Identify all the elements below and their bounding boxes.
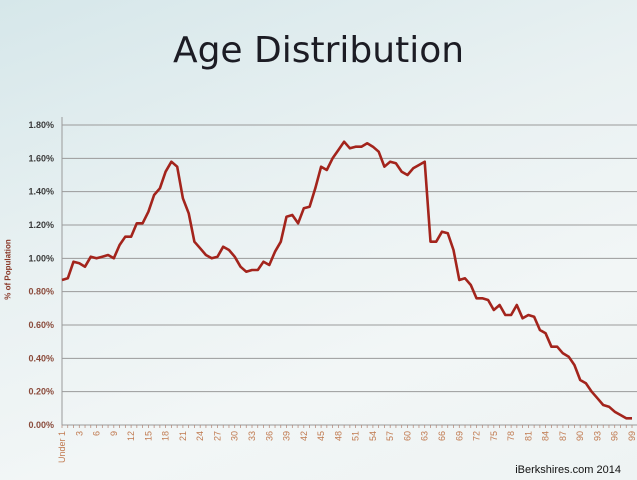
x-tick-label: 75	[489, 431, 499, 441]
x-tick-label: 24	[195, 431, 205, 441]
x-tick-label: 72	[472, 431, 482, 441]
x-tick-label: 42	[299, 431, 309, 441]
x-tick-label: 36	[264, 431, 274, 441]
y-tick-label: 0.60%	[28, 320, 54, 330]
y-tick-label: 1.40%	[28, 187, 54, 197]
x-tick-label: 66	[437, 431, 447, 441]
y-tick-label: 1.60%	[28, 153, 54, 163]
x-tick-label: 3	[74, 431, 84, 436]
y-tick-label: 1.00%	[28, 253, 54, 263]
x-tick-label: 15	[143, 431, 153, 441]
x-tick-label: 93	[592, 431, 602, 441]
x-tick-label: 81	[523, 431, 533, 441]
y-tick-label: 0.20%	[28, 387, 54, 397]
x-tick-label: 69	[454, 431, 464, 441]
x-tick-label: 18	[161, 431, 171, 441]
x-tick-label: 57	[385, 431, 395, 441]
x-tick-label: 90	[575, 431, 585, 441]
y-tick-label: 0.80%	[28, 287, 54, 297]
x-tick-label: 33	[247, 431, 257, 441]
x-tick-label: 54	[368, 431, 378, 441]
chart-title: Age Distribution	[172, 30, 465, 71]
y-tick-label: 0.40%	[28, 353, 54, 363]
y-tick-label: 1.80%	[28, 120, 54, 130]
data-line	[61, 140, 632, 420]
x-tick-label: Under 1	[57, 431, 67, 463]
y-axis-label: % of Population	[3, 239, 13, 300]
x-tick-label: 60	[402, 431, 412, 441]
x-tick-label: 87	[558, 431, 568, 441]
x-tick-label: 78	[506, 431, 516, 441]
x-tick-label: 48	[333, 431, 343, 441]
x-tick-label: 63	[420, 431, 430, 441]
x-tick-label: 12	[126, 431, 136, 441]
x-tick-label: 39	[282, 431, 292, 441]
x-tick-label: 21	[178, 431, 188, 441]
y-tick-label: 1.20%	[28, 220, 54, 230]
x-tick-label: 84	[541, 431, 551, 441]
x-tick-label: 27	[212, 431, 222, 441]
y-tick-label: 0.00%	[28, 420, 54, 430]
x-tick-label: 6	[92, 431, 102, 436]
x-tick-label: 30	[230, 431, 240, 441]
x-tick-label: 9	[109, 431, 119, 436]
x-tick-label: 99	[627, 431, 637, 441]
x-tick-label: 45	[316, 431, 326, 441]
watermark: iBerkshires.com 2014	[515, 464, 621, 476]
x-tick-label: 96	[610, 431, 620, 441]
x-tick-label: 51	[351, 431, 361, 441]
